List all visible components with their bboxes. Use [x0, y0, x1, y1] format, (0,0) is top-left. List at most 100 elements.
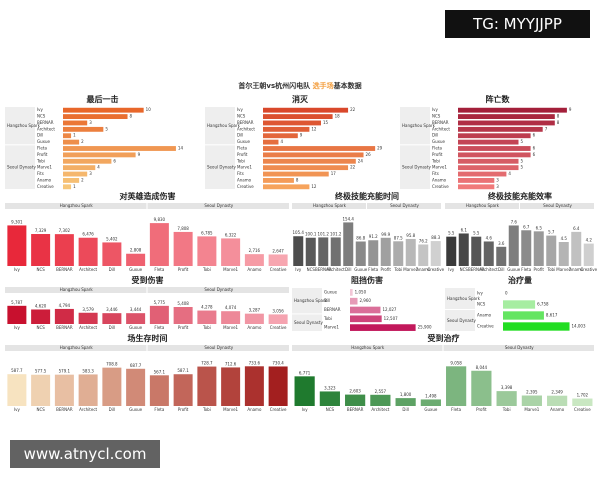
group-band — [292, 288, 322, 314]
value-label: 2,960 — [359, 298, 371, 303]
value-label: 5,775 — [154, 300, 166, 305]
bar — [54, 234, 74, 266]
value-label: 9,058 — [450, 360, 462, 365]
category-label: BERNAR — [56, 325, 73, 330]
category-label: Anamo — [569, 267, 584, 272]
group-band — [5, 203, 147, 209]
category-label: Fleta — [432, 146, 442, 151]
category-label: NCS — [432, 114, 441, 119]
category-label: Guxue — [129, 325, 143, 330]
value-label: 3 — [496, 177, 499, 182]
group-band — [147, 345, 289, 351]
value-label: 2,647 — [272, 248, 284, 253]
value-label: 14 — [178, 146, 184, 151]
value-label: 1,800 — [400, 392, 412, 397]
bar — [458, 184, 495, 190]
value-label: 9 — [569, 107, 572, 112]
value-label: 6.4 — [573, 226, 580, 231]
site-badge: www.atnycl.com — [10, 440, 160, 468]
bar — [63, 165, 96, 171]
category-label: Guxue — [354, 267, 368, 272]
bar — [471, 236, 482, 266]
value-label: 6,758 — [537, 302, 549, 307]
category-label: Profit — [432, 152, 443, 157]
group-band — [5, 345, 147, 351]
bar — [102, 313, 122, 324]
category-label: Anamo — [550, 407, 565, 412]
category-label: Fleta — [521, 267, 531, 272]
value-label: 2,395 — [526, 390, 538, 395]
category-label: Ivy — [295, 267, 302, 272]
group-band — [445, 310, 475, 331]
category-label: Fleta — [451, 407, 461, 412]
value-label: 18 — [335, 114, 341, 119]
value-label: 2,349 — [551, 390, 563, 395]
bar — [395, 398, 416, 406]
category-label: Anamo — [37, 177, 52, 182]
value-label: 9,301 — [11, 219, 23, 224]
value-label: 4,620 — [35, 303, 47, 308]
value-label: 17 — [331, 171, 337, 176]
bar — [458, 158, 519, 164]
group-label: Hangzhou Spark — [60, 345, 94, 350]
group-label: Seoul Dynasty — [402, 165, 431, 170]
bar — [458, 171, 507, 177]
category-label: Ivy — [14, 267, 21, 272]
category-label: Ivy — [432, 107, 439, 112]
bar — [420, 399, 441, 406]
bar — [244, 313, 264, 324]
category-label: Fleta — [237, 146, 247, 151]
category-label: Fits — [237, 171, 244, 176]
category-label: Creative — [477, 324, 494, 329]
bar — [496, 246, 507, 266]
title-highlight: 选手场 — [313, 81, 334, 90]
group-band — [400, 107, 430, 145]
bar — [63, 152, 136, 158]
value-label: 3.6 — [498, 241, 505, 246]
bar — [126, 313, 146, 324]
group-band — [400, 145, 430, 189]
category-label: Tobi — [546, 267, 555, 272]
bar — [446, 236, 457, 266]
bar — [350, 306, 381, 314]
value-label: 6,322 — [225, 232, 237, 237]
bar — [546, 235, 557, 266]
bar — [54, 308, 74, 324]
category-label: Tobi — [36, 158, 45, 163]
value-label: 2,808 — [130, 248, 142, 253]
bar — [263, 177, 294, 183]
bar — [503, 311, 544, 320]
bar — [345, 394, 366, 406]
group-band — [520, 203, 594, 209]
category-label: Fits — [37, 171, 44, 176]
group-band — [5, 107, 35, 145]
value-label: 26 — [366, 152, 372, 157]
value-label: 2,557 — [375, 389, 387, 394]
value-label: 76.2 — [419, 238, 428, 243]
value-label: 3,287 — [249, 308, 261, 313]
bar — [244, 366, 264, 406]
value-label: 5 — [521, 139, 524, 144]
value-label: 4 — [280, 139, 283, 144]
group-band — [445, 203, 519, 209]
category-label: Creative — [237, 184, 254, 189]
category-label: Profit — [178, 267, 189, 272]
value-label: 24 — [358, 158, 364, 163]
value-label: 12,507 — [384, 316, 398, 321]
value-label: 3,444 — [130, 307, 142, 312]
category-label: Guxue — [129, 407, 143, 412]
group-label: Hangzhou Spark — [207, 123, 241, 128]
category-label: Marve1 — [524, 407, 539, 412]
category-label: Tobi — [202, 325, 211, 330]
category-label: Ivy — [14, 407, 21, 412]
bar — [31, 234, 51, 266]
bar — [31, 309, 51, 324]
value-label: 7,329 — [35, 228, 47, 233]
value-label: 4,794 — [59, 303, 71, 308]
category-label: NCS — [326, 407, 335, 412]
category-label: Dill — [432, 133, 438, 138]
bar — [355, 241, 366, 266]
value-label: 6,771 — [299, 370, 311, 375]
value-label: 567.1 — [154, 369, 166, 374]
category-label: Tobi — [236, 158, 245, 163]
